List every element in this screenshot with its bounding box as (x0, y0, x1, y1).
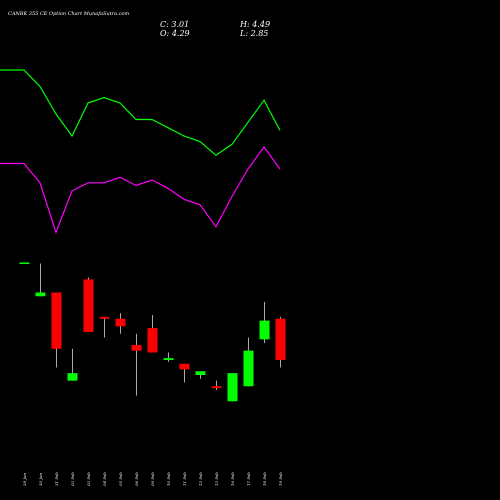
candle-body (243, 350, 254, 387)
candle-body (227, 373, 238, 402)
x-tick-label: 05 Feb (118, 472, 123, 486)
x-tick-label: 09 Feb (150, 472, 155, 486)
candle-body (83, 279, 94, 332)
candle (163, 352, 174, 362)
low-readout: L: 2.85 (239, 29, 268, 38)
x-tick-label: 10 Feb (166, 472, 171, 486)
candle-body (67, 373, 78, 381)
x-tick-label: 29 Jan (22, 473, 27, 487)
candles (19, 262, 286, 402)
close-readout: C: 3.01 (160, 20, 189, 29)
candle (51, 292, 62, 368)
candle-body (163, 358, 174, 360)
candle (99, 316, 110, 338)
high-readout: H: 4.49 (239, 20, 270, 29)
chart-title: CANBK 355 CE Option Chart MunafaSutra.co… (8, 11, 130, 17)
candle (35, 263, 46, 297)
candle-body (19, 262, 30, 264)
candle (131, 333, 142, 396)
candle (115, 313, 126, 334)
candle-body (275, 318, 286, 360)
candle (259, 301, 270, 344)
candle (19, 262, 30, 264)
ohlc-readout: C: 3.01 H: 4.49 O: 4.29 L: 2.85 (160, 20, 270, 38)
candle-body (99, 316, 110, 319)
x-tick-label: 06 Feb (134, 472, 139, 486)
x-tick-label: 03 Feb (70, 472, 75, 486)
x-tick-label: 17 Feb (246, 472, 251, 486)
candle (195, 371, 206, 379)
candle-body (131, 345, 142, 351)
x-tick-label: 04 Feb (102, 472, 107, 486)
candle (227, 373, 238, 402)
indicator-bands (0, 69, 281, 235)
x-tick-label: 16 Feb (230, 472, 235, 486)
x-tick-label: 19 Feb (278, 472, 283, 486)
candle-body (211, 386, 222, 389)
candle-body (147, 328, 158, 353)
candle-body (35, 292, 46, 297)
candle (243, 337, 254, 387)
x-axis-ticks: 29 Jan 30 Jan 31 Feb 03 Feb 03 Feb 04 Feb 05 F… (22, 472, 283, 487)
candle (211, 380, 222, 390)
candle (147, 315, 158, 353)
open-readout: O: 4.29 (160, 29, 190, 38)
x-tick-label: 03 Feb (86, 472, 91, 486)
x-tick-label: 12 Feb (198, 472, 203, 486)
candle (67, 348, 78, 381)
candle-body (51, 292, 62, 349)
x-tick-label: 30 Jan (38, 473, 43, 486)
candle-body (179, 363, 190, 370)
candle-body (259, 320, 270, 340)
candle-body (195, 371, 206, 375)
candle-body (115, 318, 126, 327)
candle (179, 363, 190, 383)
x-tick-label: 18 Feb (262, 472, 267, 486)
x-tick-label: 13 Feb (214, 472, 219, 486)
candle (275, 316, 286, 368)
lower-band-line (0, 145, 281, 235)
candle (83, 277, 94, 332)
x-tick-label: 31 Feb (54, 472, 59, 486)
x-tick-label: 11 Feb (182, 472, 187, 486)
upper-band-line (0, 69, 281, 157)
